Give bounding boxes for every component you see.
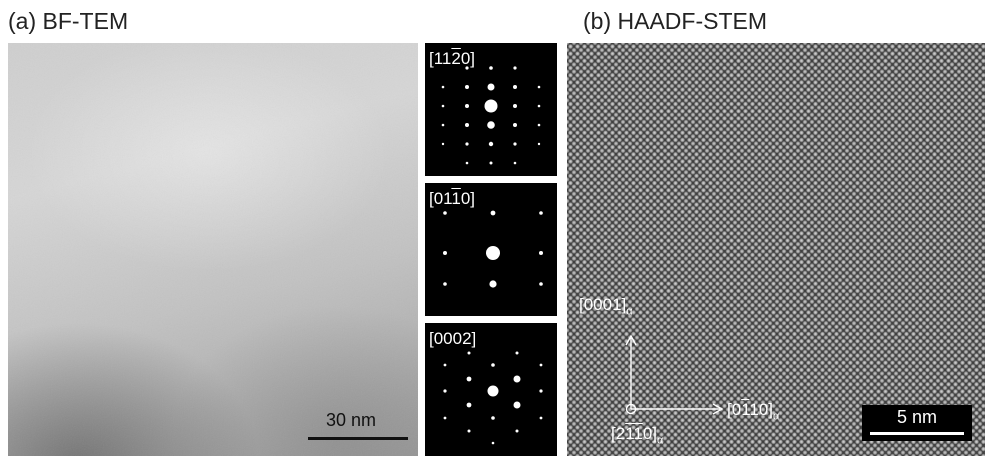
scale-bar-a: [308, 437, 408, 440]
scale-bar-b: 5 nm: [862, 405, 972, 441]
scale-bar-label-b: 5 nm: [896, 407, 938, 427]
haadf-stem-image: [0001]α [0110]α [2110]α 5 nm: [567, 43, 985, 456]
diffraction-pattern-3: [0002]: [425, 323, 557, 456]
zone-label-1120: [1120]: [429, 49, 476, 68]
axis-label-0110: [0110]α: [727, 400, 780, 423]
scale-bar-line-b: [870, 432, 964, 435]
bf-tem-texture: [8, 43, 418, 456]
diffraction-pattern-1: [1120]: [425, 43, 557, 176]
diffraction-spots-3: [443, 351, 543, 445]
panel-a-title: (a) BF-TEM: [8, 8, 129, 34]
diffraction-pattern-2: [0110]: [425, 183, 557, 316]
zone-axis-label-2110: [2110]α: [611, 424, 664, 447]
bf-tem-image: [8, 43, 418, 456]
panel-b-title: (b) HAADF-STEM: [583, 8, 767, 34]
zone-label-0002: [0002]: [429, 329, 477, 348]
scale-bar-label-a: 30 nm: [326, 410, 377, 430]
zone-label-0110: [0110]: [429, 189, 476, 208]
diffraction-spots-2: [443, 210, 543, 288]
axis-label-0001: [0001]α: [579, 295, 633, 318]
diffraction-spots-1: [441, 66, 541, 165]
crystal-axes: [625, 334, 724, 415]
